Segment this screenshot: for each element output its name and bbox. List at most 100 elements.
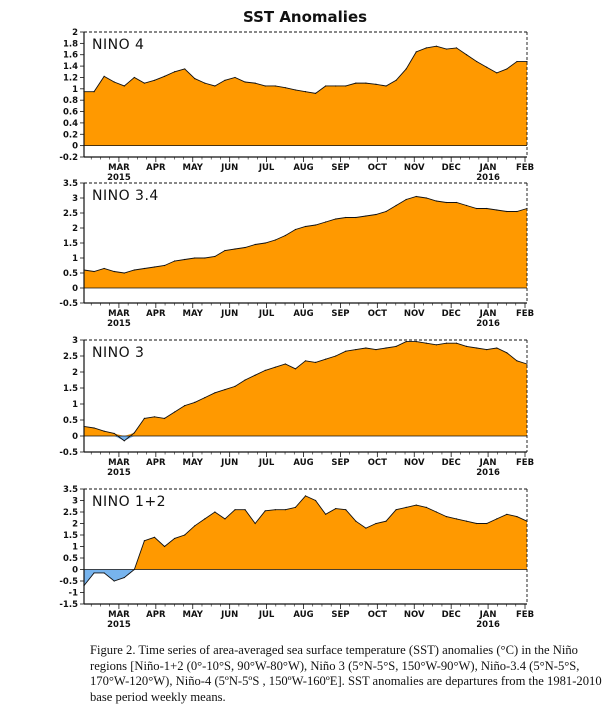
data-point — [274, 239, 276, 241]
data-point — [486, 66, 488, 68]
x-tick-label: FEB — [516, 163, 534, 173]
x-tick-label: OCT — [368, 610, 387, 620]
figure-caption: Figure 2. Time series of area-averaged s… — [90, 643, 602, 704]
data-point — [375, 349, 377, 351]
data-point — [214, 392, 216, 394]
data-point — [103, 572, 105, 574]
region-label: NINO 3.4 — [92, 188, 159, 204]
data-point — [153, 416, 156, 418]
data-point — [385, 210, 387, 213]
y-tick-label: 3 — [72, 336, 78, 346]
x-tick-label: DEC — [442, 458, 461, 468]
data-point — [174, 260, 176, 262]
data-point — [113, 432, 115, 435]
data-point — [425, 47, 427, 49]
data-point — [455, 342, 458, 344]
data-point — [445, 201, 448, 204]
data-point — [284, 87, 286, 89]
data-point — [264, 85, 266, 87]
x-tick-label: JAN — [479, 610, 497, 620]
y-tick-label: 3 — [72, 497, 78, 507]
data-point — [526, 363, 528, 365]
data-point — [264, 510, 266, 512]
x-tick-label: OCT — [368, 458, 387, 468]
y-tick-label: -0.2 — [59, 153, 78, 163]
x-tick-label: MAR — [108, 163, 130, 173]
data-point — [314, 92, 317, 94]
data-point — [365, 527, 367, 529]
data-point — [284, 234, 286, 237]
data-point — [174, 71, 176, 73]
x-tick-label: MAY — [183, 610, 204, 620]
x-tick-label: APR — [146, 458, 166, 468]
x-tick-label: APR — [146, 309, 166, 319]
data-point — [143, 267, 146, 270]
data-point — [284, 509, 286, 511]
region-label: NINO 1+2 — [92, 494, 166, 510]
data-point — [486, 522, 488, 525]
data-point — [516, 516, 518, 518]
data-point — [93, 91, 95, 93]
data-point — [244, 509, 246, 511]
data-point — [405, 506, 407, 508]
y-tick-label: -1 — [69, 589, 79, 599]
y-tick-label: 2.5 — [63, 352, 78, 362]
data-point — [345, 216, 347, 219]
y-tick-label: 0 — [72, 284, 78, 294]
data-point — [254, 82, 256, 84]
y-tick-label: 1 — [72, 543, 78, 553]
data-point — [385, 347, 387, 349]
data-point — [194, 525, 196, 527]
data-point — [113, 580, 115, 582]
x-tick-label: AUG — [293, 309, 313, 319]
data-point — [314, 499, 317, 502]
data-point — [143, 540, 146, 542]
x-tick-label: MAR — [108, 610, 130, 620]
data-point — [405, 68, 407, 70]
x-tick-label: OCT — [368, 163, 387, 173]
y-tick-label: 2.5 — [63, 209, 78, 219]
x-year-label: 2015 — [107, 319, 131, 329]
data-point — [506, 352, 508, 354]
x-tick-label: MAR — [108, 458, 130, 468]
positive-area — [84, 341, 527, 436]
data-point — [496, 72, 498, 74]
data-point — [264, 369, 266, 371]
y-tick-label: 0 — [72, 566, 78, 576]
data-point — [294, 89, 297, 91]
data-point — [254, 243, 256, 246]
data-point — [425, 197, 427, 199]
data-point — [465, 54, 468, 56]
y-tick-label: 3 — [72, 194, 78, 204]
data-point — [103, 75, 105, 77]
data-point — [355, 349, 357, 351]
data-point — [143, 82, 146, 84]
data-point — [123, 576, 125, 579]
data-point — [385, 520, 387, 522]
data-point — [516, 360, 518, 362]
data-point — [365, 347, 367, 349]
data-point — [133, 269, 135, 271]
data-point — [254, 374, 256, 376]
chart-panels: 21.81.61.41.210.80.60.40.20-0.2MAR2015AP… — [59, 28, 534, 630]
data-point — [355, 520, 357, 522]
data-point — [355, 216, 357, 219]
x-tick-label: NOV — [404, 610, 425, 620]
data-point — [294, 506, 297, 508]
data-point — [375, 522, 377, 525]
data-point — [103, 430, 105, 432]
y-tick-label: -0.5 — [59, 448, 78, 458]
x-year-label: 2016 — [476, 319, 500, 329]
x-tick-label: SEP — [331, 458, 349, 468]
data-point — [415, 504, 417, 506]
y-tick-label: 0.2 — [63, 130, 78, 140]
x-year-label: 2016 — [476, 173, 500, 183]
positive-area — [84, 46, 527, 146]
data-point — [224, 389, 226, 391]
data-point — [435, 45, 437, 47]
data-point — [375, 83, 377, 85]
region-label: NINO 4 — [92, 37, 144, 53]
data-point — [304, 91, 307, 93]
